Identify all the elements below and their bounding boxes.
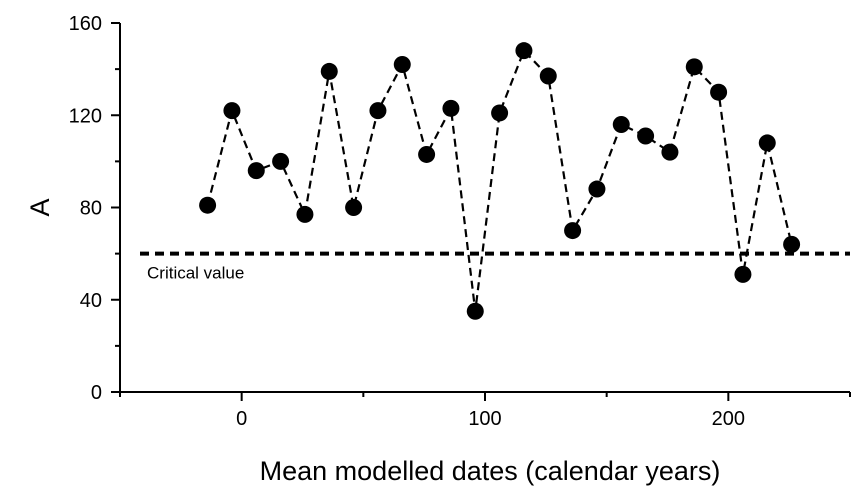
- data-point: [588, 180, 606, 198]
- data-point: [491, 104, 509, 122]
- data-point: [539, 67, 557, 85]
- data-point: [564, 222, 582, 240]
- data-point: [783, 235, 801, 253]
- ticks: 0 40 80 120 160 0 100 200: [69, 13, 851, 430]
- data-point: [442, 99, 460, 117]
- data-point: [223, 102, 241, 120]
- x-tick-label: 0: [236, 408, 247, 430]
- y-tick-label: 0: [91, 382, 102, 404]
- y-axis-title: A: [25, 198, 55, 216]
- data-point: [734, 265, 752, 283]
- data-point: [247, 162, 265, 180]
- axes: [119, 23, 850, 393]
- data-point: [612, 115, 630, 133]
- series: [199, 42, 801, 320]
- data-point: [637, 127, 655, 145]
- series-line: [206, 48, 793, 312]
- data-point: [296, 205, 314, 223]
- y-tick-label: 160: [69, 13, 102, 35]
- critical-value-label: Critical value: [147, 264, 244, 283]
- data-point: [758, 134, 776, 152]
- data-point: [418, 145, 436, 163]
- x-tick-label: 200: [712, 408, 745, 430]
- data-point: [320, 62, 338, 80]
- y-tick-label: 80: [80, 198, 102, 220]
- data-point: [272, 152, 290, 170]
- data-point: [393, 56, 411, 74]
- data-point: [710, 83, 728, 101]
- x-axis-title: Mean modelled dates (calendar years): [260, 456, 721, 486]
- data-point: [466, 302, 484, 320]
- data-point: [345, 199, 363, 216]
- data-point: [199, 196, 217, 214]
- y-tick-label: 120: [69, 105, 102, 127]
- data-point: [369, 102, 387, 120]
- x-tick-label: 100: [468, 408, 501, 430]
- y-tick-label: 40: [80, 290, 102, 312]
- data-point: [685, 58, 703, 76]
- data-point: [661, 143, 679, 161]
- data-point: [515, 42, 533, 60]
